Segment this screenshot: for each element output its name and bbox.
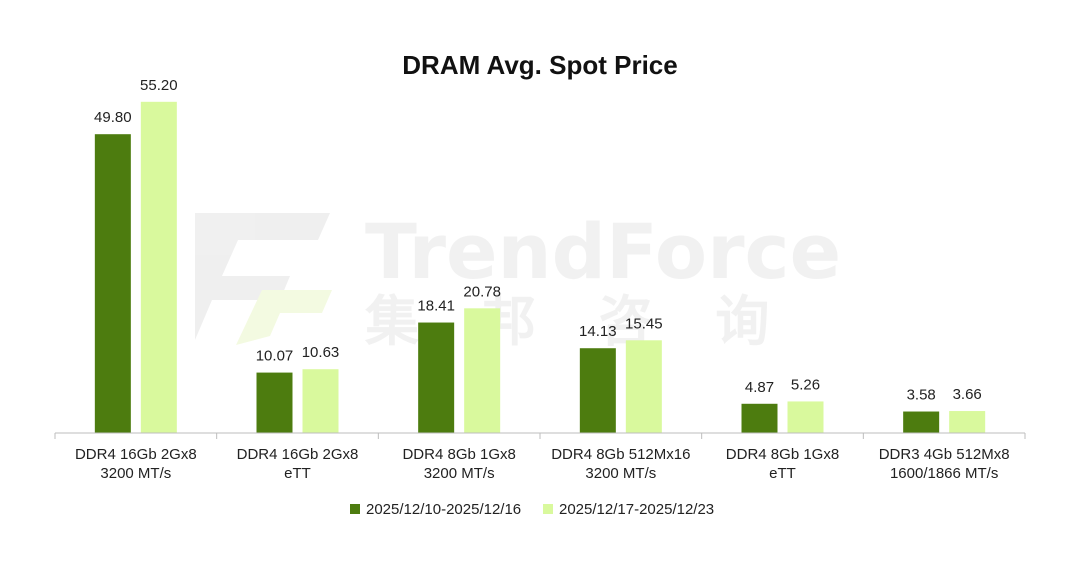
- bar-week1-6: [903, 411, 940, 433]
- data-label: 3.66: [953, 386, 982, 403]
- bar-week1-4: [579, 348, 616, 433]
- bar-week1-3: [418, 322, 455, 433]
- bar-week1-1: [94, 134, 131, 433]
- category-label: 3200 MT/s: [585, 465, 656, 482]
- bar-week2-5: [787, 401, 824, 433]
- x-axis: [54, 432, 1026, 439]
- bar-week2-4: [625, 340, 662, 433]
- bar-week2-6: [949, 411, 986, 433]
- category-label: 1600/1866 MT/s: [890, 465, 998, 482]
- category-labels: DDR4 16Gb 2Gx8 3200 MT/s DDR4 16Gb 2Gx8 eTT…: [75, 446, 1010, 482]
- data-label: 5.26: [791, 376, 820, 393]
- data-label: 10.63: [302, 344, 340, 361]
- category-label: eTT: [769, 465, 796, 482]
- data-label: 15.45: [625, 315, 663, 332]
- data-label: 18.41: [417, 298, 455, 315]
- bar-week1-2: [256, 372, 293, 433]
- legend-label: 2025/12/10-2025/12/16: [366, 501, 521, 518]
- legend-swatch: [543, 504, 553, 514]
- watermark-brand-text: TrendForce: [365, 207, 841, 296]
- data-label: 55.20: [140, 77, 178, 94]
- legend: 2025/12/10-2025/12/16 2025/12/17-2025/12/…: [350, 501, 714, 518]
- data-label: 4.87: [745, 379, 774, 396]
- bar-week2-3: [464, 308, 501, 433]
- data-label: 14.13: [579, 323, 617, 340]
- category-label: eTT: [284, 465, 311, 482]
- category-label: DDR4 16Gb 2Gx8: [75, 446, 197, 463]
- bar-week1-5: [741, 403, 778, 433]
- legend-swatch: [350, 504, 360, 514]
- bars: 49.80 55.20 10.07 10.63 18.41 20.78 14.13 15.45…: [94, 77, 986, 434]
- category-label: DDR4 8Gb 1Gx8: [726, 446, 839, 463]
- category-label: DDR4 8Gb 512Mx16: [551, 446, 690, 463]
- category-label: 3200 MT/s: [424, 465, 495, 482]
- data-label: 10.07: [256, 348, 294, 365]
- category-label: DDR4 16Gb 2Gx8: [237, 446, 359, 463]
- legend-label: 2025/12/17-2025/12/23: [559, 501, 714, 518]
- trendforce-logo-mark: [195, 213, 332, 345]
- bar-week2-1: [140, 101, 177, 434]
- category-label: DDR3 4Gb 512Mx8: [879, 446, 1010, 463]
- category-label: 3200 MT/s: [100, 465, 171, 482]
- data-label: 49.80: [94, 109, 132, 126]
- category-label: DDR4 8Gb 1Gx8: [402, 446, 515, 463]
- data-label: 20.78: [463, 283, 501, 300]
- bar-week2-2: [302, 369, 339, 433]
- watermark: TrendForce 集 邦 咨 询: [195, 207, 841, 353]
- data-label: 3.58: [907, 387, 936, 404]
- chart-title: DRAM Avg. Spot Price: [402, 50, 677, 80]
